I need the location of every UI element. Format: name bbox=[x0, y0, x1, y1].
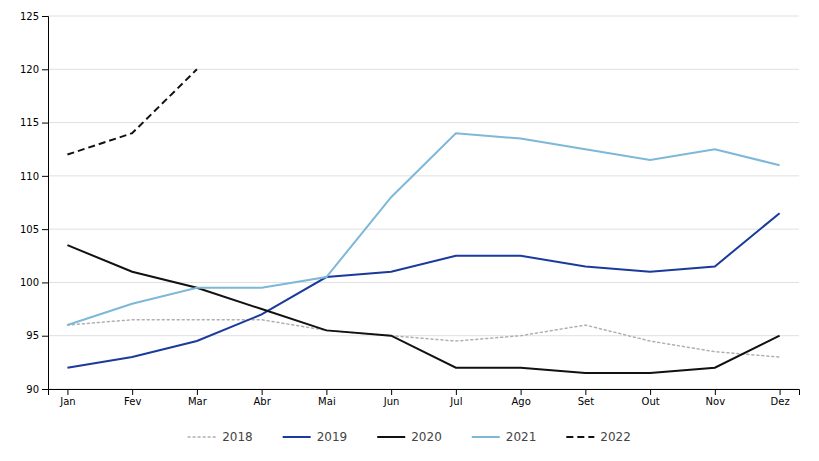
y-tick: 120 bbox=[20, 64, 48, 75]
y-tick-label: 105 bbox=[20, 224, 39, 235]
series-line bbox=[67, 133, 779, 325]
grid-line bbox=[48, 175, 799, 176]
y-tick: 110 bbox=[20, 171, 48, 182]
x-tick: Abr bbox=[253, 389, 271, 407]
y-axis: 90 95 100 105 110 115 120 125 bbox=[20, 11, 49, 395]
y-tick-mark bbox=[42, 69, 48, 70]
x-axis-line bbox=[49, 390, 800, 396]
grid-line bbox=[48, 229, 799, 230]
x-tick-label: Nov bbox=[706, 396, 726, 407]
legend: 2018 2019 2020 2021 2022 bbox=[188, 430, 631, 444]
lines bbox=[67, 69, 779, 373]
x-tick: Set bbox=[578, 389, 595, 407]
x-tick: Ago bbox=[511, 389, 530, 407]
y-tick: 105 bbox=[20, 224, 48, 235]
x-axis: Jan Fev Mar Abr Mai Jun Jul Ago Set Out Nov Dez bbox=[49, 389, 800, 407]
y-tick: 90 bbox=[26, 384, 48, 395]
x-tick-mark bbox=[650, 389, 651, 395]
y-tick-label: 120 bbox=[20, 64, 39, 75]
x-tick: Jul bbox=[449, 389, 462, 407]
x-tick-mark bbox=[391, 389, 392, 395]
legend-item: 2018 bbox=[188, 430, 253, 444]
x-tick-label: Set bbox=[578, 396, 595, 407]
x-tick-label: Out bbox=[642, 396, 660, 407]
legend-item: 2022 bbox=[566, 430, 631, 444]
y-axis-line bbox=[42, 17, 49, 390]
y-tick-mark bbox=[42, 16, 48, 17]
x-tick: Nov bbox=[706, 389, 726, 407]
x-tick-label: Fev bbox=[124, 396, 141, 407]
y-tick-label: 110 bbox=[20, 171, 39, 182]
legend-label: 2019 bbox=[317, 430, 348, 444]
grid-line bbox=[48, 282, 799, 283]
x-tick: Fev bbox=[124, 389, 141, 407]
x-tick-mark bbox=[780, 389, 781, 395]
y-tick-mark bbox=[42, 282, 48, 283]
legend-item: 2019 bbox=[283, 430, 348, 444]
y-tick-mark bbox=[42, 229, 48, 230]
x-tick: Jan bbox=[59, 389, 75, 407]
x-tick: Dez bbox=[771, 389, 790, 407]
grid-line bbox=[48, 16, 799, 17]
grid-line bbox=[48, 122, 799, 123]
x-tick-label: Abr bbox=[253, 396, 271, 407]
legend-swatch bbox=[283, 436, 311, 438]
legend-label: 2020 bbox=[411, 430, 442, 444]
x-tick-mark bbox=[132, 389, 133, 395]
series-line bbox=[67, 245, 779, 373]
legend-swatch bbox=[377, 436, 405, 438]
x-tick-label: Jun bbox=[383, 396, 400, 407]
grid-line bbox=[48, 69, 799, 70]
y-tick-mark bbox=[42, 389, 48, 390]
series-line bbox=[67, 69, 196, 154]
legend-label: 2018 bbox=[222, 430, 253, 444]
legend-swatch bbox=[472, 436, 500, 438]
x-tick-label: Jul bbox=[449, 396, 462, 407]
x-tick: Out bbox=[642, 389, 660, 407]
legend-item: 2020 bbox=[377, 430, 442, 444]
x-tick-mark bbox=[715, 389, 716, 395]
x-tick-mark bbox=[197, 389, 198, 395]
y-tick: 100 bbox=[20, 277, 48, 288]
x-tick-label: Dez bbox=[771, 396, 790, 407]
y-tick: 125 bbox=[20, 11, 48, 22]
plot: 90 95 100 105 110 115 120 125 Jan Fev Mar Abr Mai Jun… bbox=[20, 11, 800, 407]
x-tick: Mar bbox=[188, 389, 208, 407]
x-tick-mark bbox=[585, 389, 586, 395]
x-tick-mark bbox=[521, 389, 522, 395]
y-tick-label: 125 bbox=[20, 11, 39, 22]
x-tick-label: Mar bbox=[188, 396, 208, 407]
y-tick-mark bbox=[42, 336, 48, 337]
x-tick-label: Mai bbox=[318, 396, 336, 407]
grid-line bbox=[48, 335, 799, 336]
grid bbox=[48, 16, 799, 389]
y-tick-mark bbox=[42, 123, 48, 124]
x-tick-mark bbox=[456, 389, 457, 395]
x-tick: Jun bbox=[383, 389, 400, 407]
x-tick-mark bbox=[67, 389, 68, 395]
legend-swatch bbox=[188, 436, 216, 438]
y-tick-label: 115 bbox=[20, 117, 39, 128]
legend-item: 2021 bbox=[472, 430, 537, 444]
x-tick: Mai bbox=[318, 389, 336, 407]
y-tick-mark bbox=[42, 176, 48, 177]
series-line bbox=[67, 213, 779, 368]
x-tick-label: Ago bbox=[511, 396, 530, 407]
legend-label: 2021 bbox=[506, 430, 537, 444]
chart: 90 95 100 105 110 115 120 125 Jan Fev Mar Abr Mai Jun… bbox=[0, 0, 819, 461]
legend-label: 2022 bbox=[600, 430, 631, 444]
y-tick-label: 95 bbox=[26, 330, 39, 341]
y-tick-label: 90 bbox=[26, 384, 39, 395]
legend-swatch bbox=[566, 436, 594, 438]
x-tick-label: Jan bbox=[59, 396, 75, 407]
y-tick: 95 bbox=[26, 330, 48, 341]
x-tick-mark bbox=[262, 389, 263, 395]
y-tick: 115 bbox=[20, 117, 48, 128]
y-tick-label: 100 bbox=[20, 277, 39, 288]
x-tick-mark bbox=[326, 389, 327, 395]
